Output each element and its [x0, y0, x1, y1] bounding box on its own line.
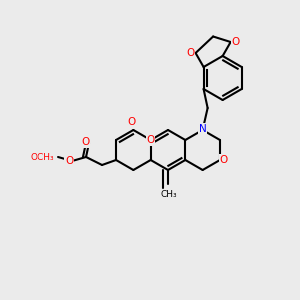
Text: O: O [81, 137, 89, 147]
Text: O: O [65, 156, 73, 166]
Text: O: O [232, 37, 240, 47]
Text: O: O [127, 117, 136, 127]
Text: N: N [199, 124, 206, 134]
Text: O: O [187, 48, 195, 58]
Text: CH₃: CH₃ [161, 190, 177, 199]
Text: OCH₃: OCH₃ [30, 152, 54, 161]
Text: O: O [220, 155, 228, 165]
Text: O: O [147, 135, 155, 145]
